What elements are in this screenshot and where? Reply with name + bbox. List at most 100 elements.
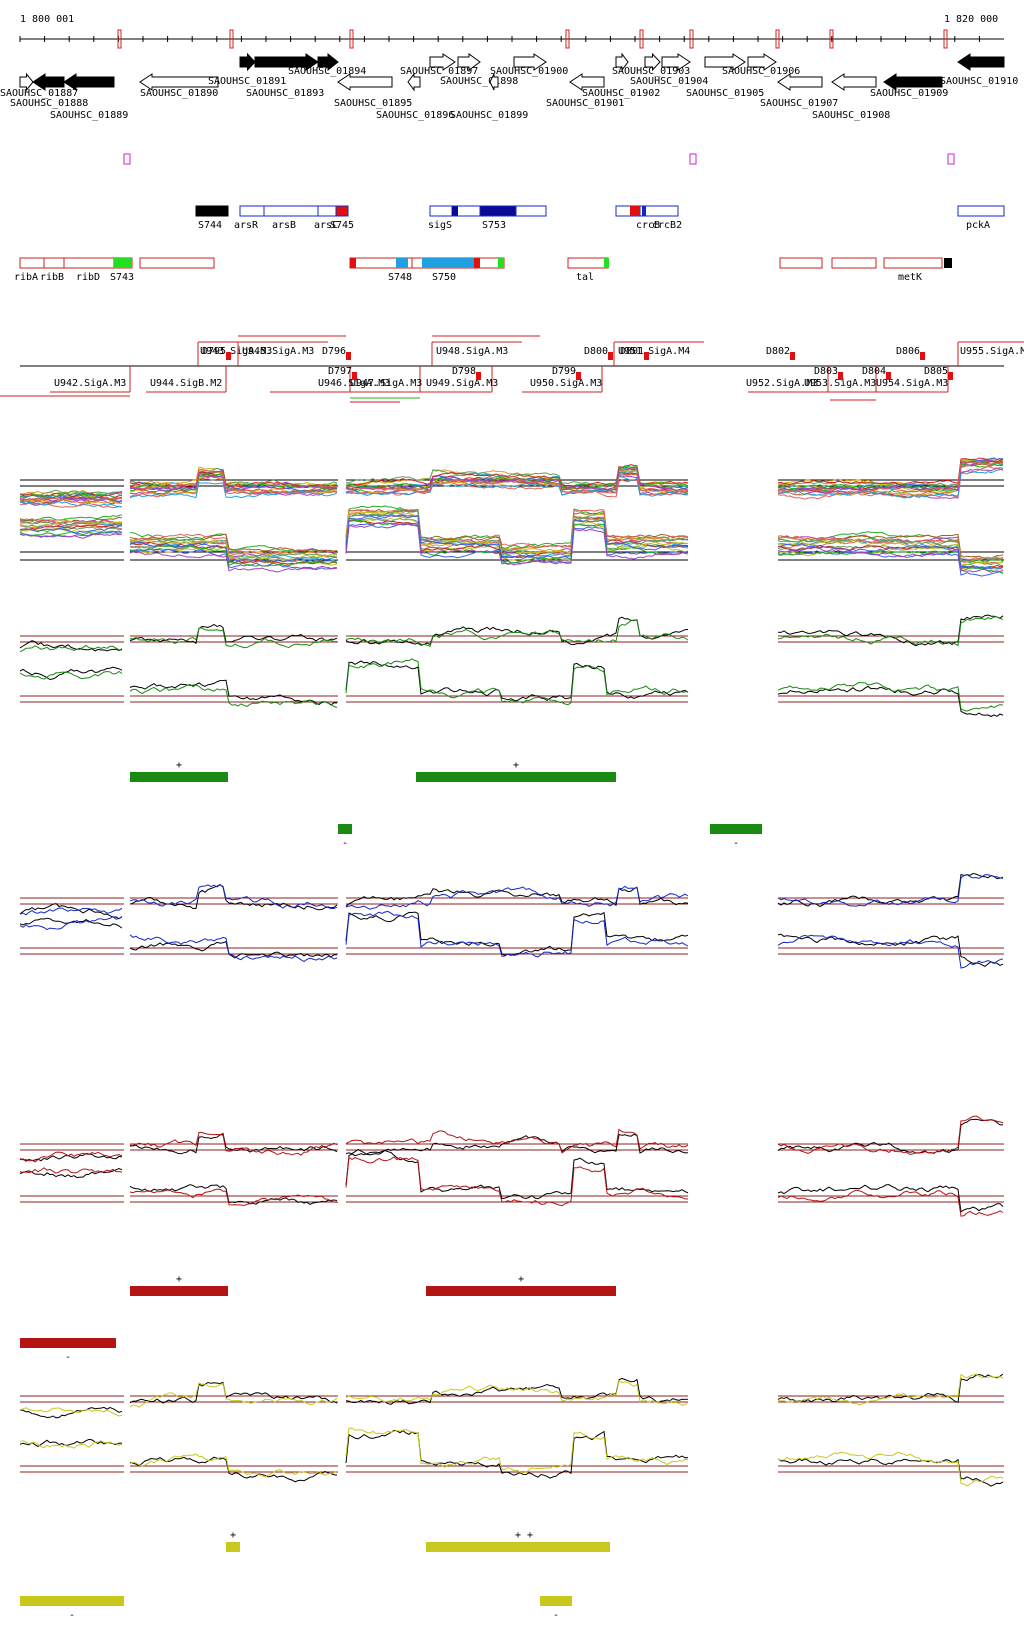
transcript-label: metK — [898, 272, 922, 283]
terminator-label: D801 — [620, 346, 644, 357]
condition-profile-black — [777, 872, 1004, 908]
cluster-profile-line — [777, 457, 1004, 487]
segment-bar — [426, 1286, 616, 1296]
condition-profile — [777, 934, 1004, 969]
feature-mark — [947, 153, 955, 165]
transcript-accent — [944, 258, 952, 268]
condition-profile — [129, 683, 338, 708]
cluster-profile-line — [19, 523, 123, 530]
cluster-profile-line — [777, 550, 1004, 574]
transcript-label: S743 — [110, 272, 134, 283]
promoter-label: U949.SigA.M3 — [426, 378, 498, 389]
operon-label: S744 — [198, 220, 222, 231]
repeat-mark — [117, 29, 122, 49]
terminator-mark — [790, 352, 795, 360]
segment-bar — [416, 772, 616, 782]
condition-profile-black — [129, 940, 338, 959]
condition-profile — [129, 884, 338, 909]
cluster-profile-line — [777, 539, 1004, 567]
repeat-mark — [349, 29, 354, 49]
cluster-profile-line — [129, 476, 338, 496]
gene-label: SAOUHSC_01889 — [50, 110, 128, 121]
cluster-profile-line — [129, 541, 338, 563]
promoter-label: U953.SigA.M3 — [804, 378, 876, 389]
gene-arrow — [239, 52, 256, 72]
terminator-label: D802 — [766, 346, 790, 357]
condition-profile-black — [19, 1438, 123, 1447]
promoter-label: U947.SigA.M3 — [350, 378, 422, 389]
operon-label: arsR — [234, 220, 259, 231]
gene-arrow — [407, 72, 421, 92]
condition-profile-black — [777, 1118, 1004, 1154]
gene-arrow — [777, 73, 823, 91]
condition-profile — [19, 907, 123, 916]
operon-accent — [630, 206, 640, 216]
condition-profile-black — [777, 933, 1004, 967]
expression-profiles — [19, 457, 1004, 1487]
condition-profile-black — [345, 1149, 689, 1200]
cluster-profile-line — [777, 545, 1004, 570]
cluster-profile-line — [777, 543, 1004, 570]
gene-label: SAOUHSC_01893 — [246, 88, 324, 99]
transcript-box — [567, 257, 609, 269]
cluster-profile-line — [345, 508, 689, 549]
condition-profile-black — [129, 884, 338, 911]
terminator-label: D795 — [202, 346, 226, 357]
cluster-profile-line — [129, 548, 338, 571]
segment-sign: + — [513, 760, 519, 771]
repeat-mark — [229, 29, 234, 49]
gene-label: SAOUHSC_01908 — [812, 110, 890, 121]
cluster-profile-line — [19, 489, 123, 497]
condition-profile — [345, 1156, 689, 1207]
gene-arrow — [747, 53, 777, 71]
operon-label: sigS — [428, 220, 452, 231]
condition-profile — [19, 1167, 123, 1174]
condition-profile-black — [777, 1458, 1004, 1487]
transcript-box — [139, 257, 215, 269]
operon-label: S745 — [330, 220, 354, 231]
gene-label: SAOUHSC_01896 — [376, 110, 454, 121]
terminator-mark — [920, 352, 925, 360]
gene-arrow — [19, 72, 34, 92]
cluster-profile-line — [345, 475, 689, 497]
cluster-profile-line — [19, 496, 123, 504]
condition-profile-black — [345, 1377, 689, 1405]
terminator-mark — [644, 352, 649, 360]
transcript-accent — [474, 258, 480, 268]
cluster-profile-line — [777, 468, 1004, 499]
transcript-label: ribA — [14, 272, 38, 283]
cluster-profile-line — [345, 466, 689, 491]
cluster-profile-line — [345, 509, 689, 554]
transcript-accent — [114, 258, 132, 268]
segment-bar — [426, 1542, 610, 1552]
segment-bar — [540, 1596, 572, 1606]
condition-profile-black — [777, 1373, 1004, 1403]
condition-profile-black — [129, 1456, 338, 1483]
gene-label: SAOUHSC_01894 — [288, 66, 366, 77]
transcript-box — [883, 257, 943, 269]
condition-profile-black — [345, 660, 689, 702]
promoter-label: U955.SigA.M3 — [960, 346, 1024, 357]
gene-arrow — [661, 53, 691, 71]
gene-label: SAOUHSC_01887 — [0, 88, 78, 99]
annotation-marks — [123, 153, 955, 165]
cluster-profile-line — [129, 468, 338, 494]
condition-profile — [129, 1453, 338, 1478]
condition-profile — [19, 1407, 123, 1417]
cluster-profile-line — [345, 464, 689, 488]
condition-profile-black — [777, 685, 1004, 718]
terminator-label: D798 — [452, 366, 476, 377]
segment-sign: - — [553, 1610, 559, 1621]
transcript-label: S748 — [388, 272, 412, 283]
segment-bar — [130, 772, 228, 782]
transcript-accent — [498, 258, 504, 268]
cluster-profile-line — [777, 461, 1004, 493]
condition-profile-black — [345, 886, 689, 907]
transcript-label: tal — [576, 272, 594, 283]
operon-label: S753 — [482, 220, 506, 231]
cluster-profile-line — [19, 523, 123, 531]
segment-sign: + — [230, 1530, 236, 1541]
transcript-box — [831, 257, 877, 269]
